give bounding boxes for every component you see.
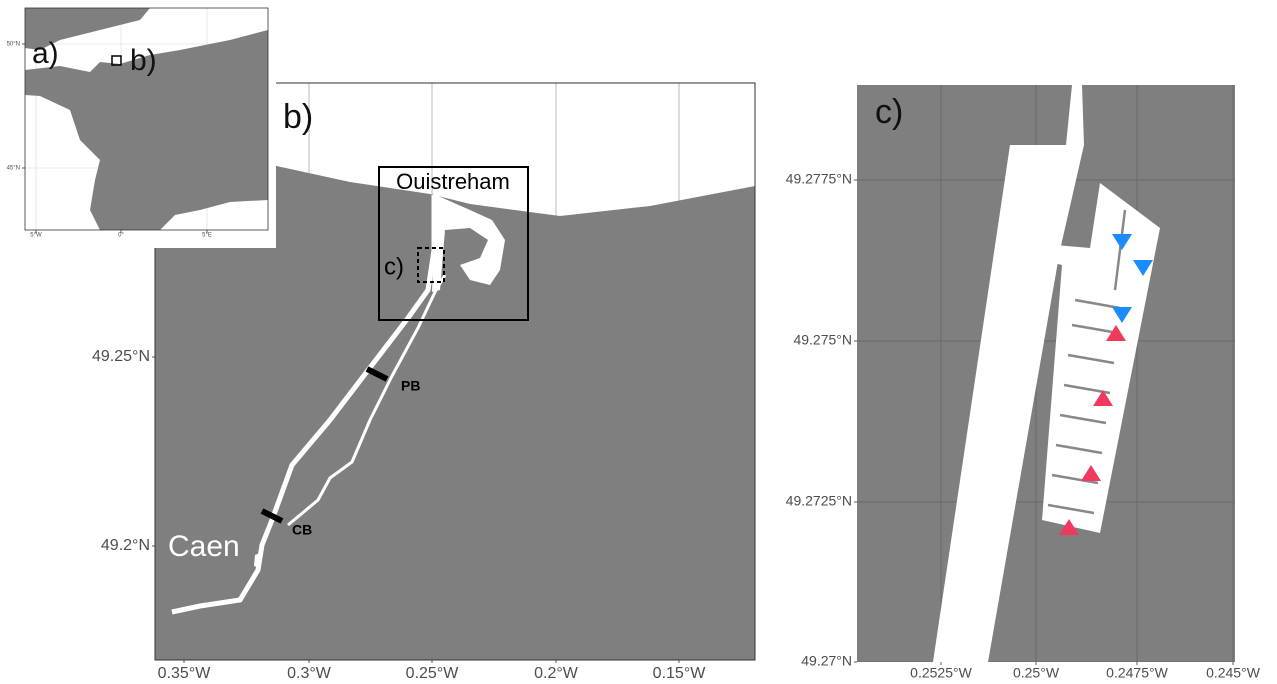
station-marker [1133, 260, 1153, 276]
x-tick-label: 0.2°W [534, 665, 579, 682]
station-marker [1093, 390, 1113, 406]
y-tick-label: 49.2775°N [786, 171, 852, 187]
estuary [432, 195, 505, 292]
x-tick-label: 5°E [202, 233, 212, 239]
x-tick-label: 0.3°W [287, 665, 332, 682]
zoom-box [111, 55, 122, 66]
panel-a: a) b) [0, 0, 276, 248]
basin [1042, 183, 1160, 533]
station-marker [1106, 325, 1126, 341]
inset-label: b) [130, 44, 157, 77]
x-tick-label: 0° [118, 233, 124, 239]
place-label: Caen [168, 530, 240, 563]
panel-c: c) [857, 85, 1235, 662]
station-marker [1112, 307, 1132, 323]
site-label: PB [401, 378, 420, 394]
x-tick-label: 0.25°W [406, 665, 460, 682]
y-tick-label: 45°N [7, 166, 20, 172]
land [25, 30, 268, 230]
x-tick-label: 0.15°W [653, 665, 707, 682]
x-tick-label: 0.25°W [1013, 665, 1060, 681]
y-tick-label: 49.275°N [793, 332, 852, 348]
zoom-box [378, 166, 529, 321]
inset-border [24, 7, 269, 231]
zoom-box-c [417, 247, 445, 283]
x-tick-label: 5°W [30, 233, 42, 239]
canal [287, 274, 447, 527]
river [171, 195, 437, 615]
y-tick-label: 49.2°N [101, 537, 150, 554]
panel-label: c) [875, 93, 903, 131]
y-tick-label: 50°N [7, 42, 20, 48]
x-tick-label: 0.245°W [1206, 665, 1261, 681]
channel [933, 85, 1084, 662]
x-tick-label: 0.2475°W [1106, 665, 1168, 681]
panel-b: b) Ouistreham Caen c) PB CB [154, 82, 756, 661]
pond [254, 552, 262, 568]
land [25, 8, 150, 50]
y-tick-label: 49.27°N [801, 653, 852, 669]
y-tick-label: 49.2725°N [786, 493, 852, 509]
panel-label: a) [32, 37, 59, 70]
inset-label: c) [384, 253, 404, 280]
stations [1059, 234, 1153, 535]
station-marker [1059, 519, 1079, 535]
tick-labels: 0.35°W 0.3°W 0.25°W 0.2°W 0.15°W 49.25°N 49.2°… [7, 42, 1261, 682]
x-tick-label: 0.2525°W [910, 665, 972, 681]
site-bar [365, 366, 389, 382]
panel-label: b) [283, 98, 313, 136]
panel-border [154, 82, 756, 661]
site-bar [260, 508, 284, 524]
station-marker [1081, 465, 1101, 481]
place-label: Ouistreham [396, 169, 510, 194]
y-tick-label: 49.25°N [92, 348, 150, 365]
land [155, 150, 755, 660]
station-marker [1112, 234, 1132, 250]
site-label: CB [292, 522, 312, 538]
x-tick-label: 0.35°W [158, 665, 212, 682]
